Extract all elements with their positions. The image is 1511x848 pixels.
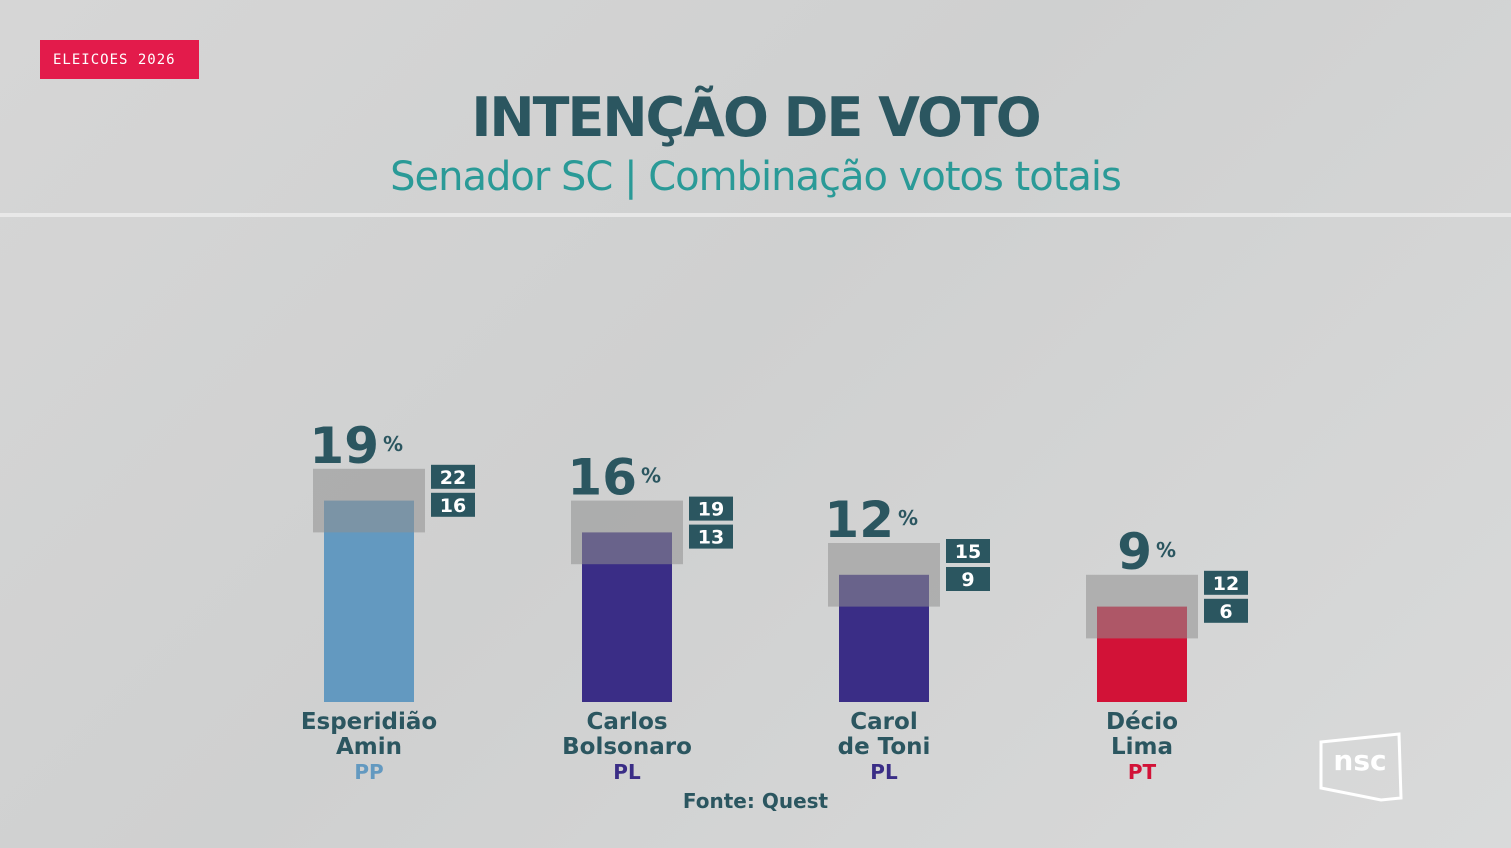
party-label-1: PL <box>613 760 641 784</box>
high-label-0: 22 <box>440 467 466 489</box>
source-label: Fonte: Quest <box>682 789 829 813</box>
error-band-0 <box>313 468 425 533</box>
high-label-1: 19 <box>698 499 724 521</box>
error-band-3 <box>1086 574 1198 639</box>
high-box-2 <box>946 539 990 563</box>
low-box-1 <box>689 524 733 549</box>
high-box-1 <box>689 496 733 521</box>
percent-sign-2: % <box>898 506 918 530</box>
candidate-name-line2-2: de Toni <box>838 734 931 760</box>
low-label-1: 13 <box>698 527 724 549</box>
high-label-3: 12 <box>1213 573 1239 595</box>
candidate-name-line2-1: Bolsonaro <box>562 734 692 760</box>
value-label-3: 9 <box>1117 523 1152 581</box>
candidate-name-line1-0: Esperidião <box>301 709 437 735</box>
low-box-0 <box>431 492 475 517</box>
party-label-3: PT <box>1128 760 1157 784</box>
bar-0 <box>324 500 414 702</box>
candidate-name-line1-1: Carlos <box>586 709 667 735</box>
low-label-0: 16 <box>440 495 466 517</box>
high-label-2: 15 <box>955 541 981 563</box>
percent-sign-0: % <box>383 432 403 456</box>
party-label-0: PP <box>354 760 383 784</box>
high-box-3 <box>1204 570 1248 595</box>
value-label-1: 16 <box>567 449 637 507</box>
high-box-0 <box>431 464 475 489</box>
percent-sign-3: % <box>1156 538 1176 562</box>
candidate-name-line1-3: Décio <box>1106 709 1178 735</box>
candidate-name-line2-3: Lima <box>1111 734 1173 760</box>
logo-text: nsc <box>1333 744 1386 777</box>
header-divider <box>0 213 1511 217</box>
percent-sign-1: % <box>641 464 661 488</box>
candidate-name-line1-2: Carol <box>850 709 917 735</box>
chart-subtitle: Senador SC | Combinação votos totais <box>390 154 1122 200</box>
chart-title: INTENÇÃO DE VOTO <box>471 86 1041 149</box>
error-band-1 <box>571 500 683 565</box>
low-box-2 <box>946 567 990 591</box>
low-box-3 <box>1204 598 1248 623</box>
error-band-2 <box>828 543 940 607</box>
low-label-2: 9 <box>961 569 974 591</box>
value-label-2: 12 <box>824 491 894 549</box>
candidate-name-line2-0: Amin <box>336 734 402 760</box>
logo-frame <box>1319 732 1403 802</box>
election-tag: ELEICOES 2026 <box>40 40 199 79</box>
value-label-0: 19 <box>309 417 379 475</box>
nsc-logo: nsc <box>1319 732 1403 802</box>
low-label-3: 6 <box>1219 601 1232 623</box>
party-label-2: PL <box>870 760 898 784</box>
